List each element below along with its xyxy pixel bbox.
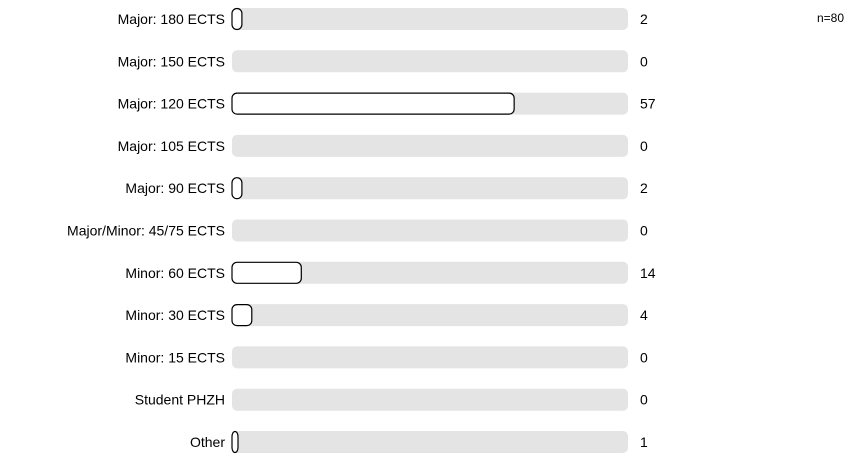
bar xyxy=(231,430,239,454)
category-label: Minor: 60 ECTS xyxy=(125,265,225,281)
value-label: 0 xyxy=(640,138,648,154)
category-label: Major/Minor: 45/75 ECTS xyxy=(67,223,225,239)
bar xyxy=(231,261,302,284)
category-label: Minor: 30 ECTS xyxy=(125,307,225,323)
value-label: 0 xyxy=(640,392,648,408)
bar-track xyxy=(232,134,628,157)
bar xyxy=(231,92,515,115)
sample-size-label: n=80 xyxy=(816,11,844,25)
category-label: Minor: 15 ECTS xyxy=(125,349,225,365)
value-label: 2 xyxy=(640,180,648,196)
value-label: 1 xyxy=(640,434,648,450)
bar-track xyxy=(232,261,628,284)
bar-track xyxy=(232,346,628,369)
bar-track xyxy=(232,50,628,73)
bar-track xyxy=(232,8,628,30)
bar-track xyxy=(232,177,628,200)
bar-track xyxy=(232,304,628,327)
bar xyxy=(231,304,253,327)
category-label: Major: 180 ECTS xyxy=(118,11,225,27)
category-label: Other xyxy=(190,434,225,450)
bar xyxy=(231,7,243,31)
bar-track xyxy=(232,388,628,411)
value-label: 4 xyxy=(640,307,648,323)
value-label: 14 xyxy=(640,265,656,281)
bar xyxy=(231,177,243,200)
category-label: Major: 120 ECTS xyxy=(118,96,225,112)
category-label: Major: 150 ECTS xyxy=(118,53,225,69)
bar-track xyxy=(232,219,628,242)
value-label: 0 xyxy=(640,223,648,239)
category-label: Major: 90 ECTS xyxy=(125,180,225,196)
category-label: Student PHZH xyxy=(135,392,225,408)
value-label: 2 xyxy=(640,11,648,27)
value-label: 57 xyxy=(640,96,656,112)
bar-track xyxy=(232,431,628,453)
category-label: Major: 105 ECTS xyxy=(118,138,225,154)
value-label: 0 xyxy=(640,53,648,69)
value-label: 0 xyxy=(640,349,648,365)
